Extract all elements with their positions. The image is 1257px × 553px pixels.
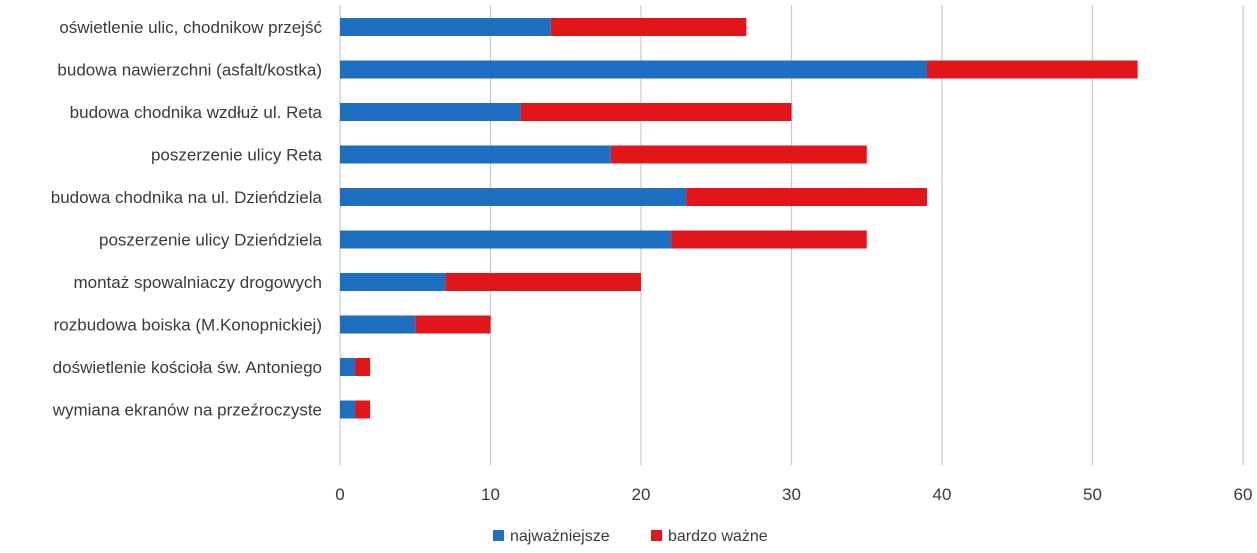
category-label: wymiana ekranów na przeźroczyste — [52, 401, 322, 420]
category-label: budowa chodnika wzdłuż ul. Reta — [70, 103, 323, 122]
x-tick-label: 30 — [782, 485, 801, 504]
category-label: montaż spowalniaczy drogowych — [73, 273, 322, 292]
x-tick-label: 10 — [481, 485, 500, 504]
category-labels: oświetlenie ulic, chodnikow przejść budow… — [51, 18, 323, 420]
legend-swatch — [493, 530, 504, 541]
bar-bardzo-wazne — [671, 230, 867, 249]
category-label: poszerzenie ulicy Reta — [151, 146, 323, 165]
legend: najważniejsze bardzo ważne — [493, 528, 768, 545]
bar-najwazniejsze — [340, 188, 687, 206]
x-axis-tick-labels: 0 10 20 30 40 50 60 — [335, 485, 1252, 504]
x-tick-label: 20 — [632, 485, 651, 504]
bar-bardzo-wazne — [415, 315, 491, 334]
bar-najwazniejsze — [340, 60, 927, 79]
bar-najwazniejsze — [340, 230, 672, 249]
bar-najwazniejsze — [340, 273, 446, 291]
x-tick-label: 50 — [1083, 485, 1102, 504]
bar-bardzo-wazne — [550, 18, 747, 36]
bar-najwazniejsze — [340, 358, 356, 376]
bar-bardzo-wazne — [686, 188, 927, 206]
bar-najwazniejsze — [340, 400, 356, 419]
bar-bardzo-wazne — [926, 60, 1138, 79]
bar-najwazniejsze — [340, 103, 521, 121]
legend-label: najważniejsze — [510, 528, 610, 545]
category-label: poszerzenie ulicy Dzieńdziela — [99, 231, 323, 250]
category-label: rozbudowa boiska (M.Konopnickiej) — [54, 316, 322, 335]
bar-bardzo-wazne — [610, 145, 867, 164]
category-label: budowa nawierzchni (asfalt/kostka) — [57, 61, 322, 80]
bar-najwazniejsze — [340, 145, 611, 164]
x-tick-label: 0 — [335, 485, 344, 504]
legend-label: bardzo ważne — [668, 528, 768, 545]
category-label: budowa chodnika na ul. Dzieńdziela — [51, 188, 323, 207]
legend-swatch — [651, 530, 662, 541]
bar-bardzo-wazne — [355, 400, 371, 419]
bar-najwazniejsze — [340, 18, 551, 36]
bar-bardzo-wazne — [445, 273, 641, 291]
x-tick-label: 40 — [933, 485, 952, 504]
bars — [340, 18, 1138, 419]
bar-bardzo-wazne — [355, 358, 371, 376]
x-tick-label: 60 — [1234, 485, 1253, 504]
bar-bardzo-wazne — [520, 103, 792, 121]
bar-najwazniejsze — [340, 315, 416, 334]
category-label: oświetlenie ulic, chodnikow przejść — [59, 18, 322, 37]
category-label: doświetlenie kościoła św. Antoniego — [53, 358, 322, 377]
